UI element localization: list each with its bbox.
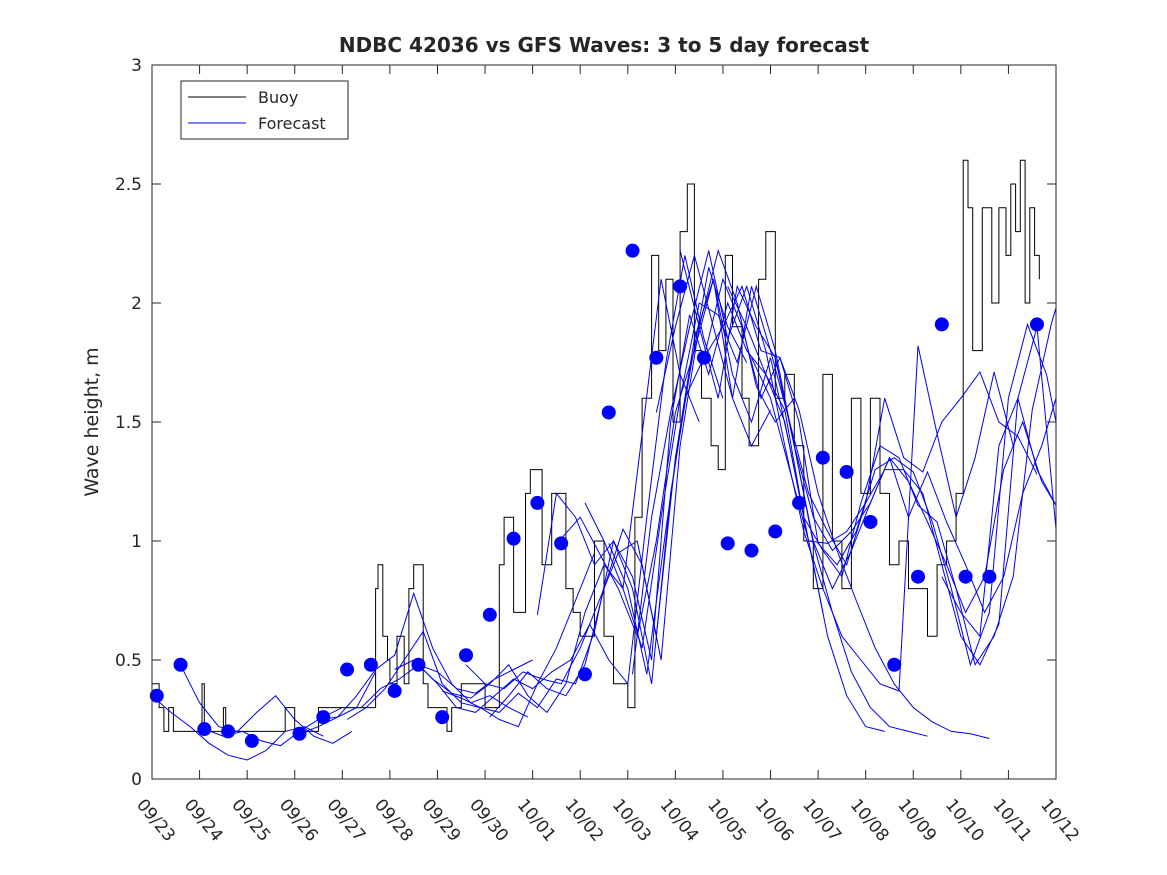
forecast-marker — [530, 495, 545, 510]
forecast-marker — [744, 543, 759, 558]
y-tick-label: 2.5 — [115, 175, 142, 195]
forecast-marker — [411, 657, 426, 672]
forecast-marker — [363, 657, 378, 672]
forecast-marker — [934, 317, 949, 332]
forecast-series-line-17 — [655, 253, 1038, 567]
y-tick-label: 0.5 — [115, 651, 142, 671]
markers-group — [149, 243, 1044, 748]
buoy-series-line — [152, 159, 1040, 732]
forecast-marker — [720, 536, 735, 551]
forecast-series-line-15 — [608, 277, 990, 739]
forecast-marker — [887, 657, 902, 672]
forecast-marker — [506, 531, 521, 546]
legend-buoy-label: Buoy — [258, 88, 298, 107]
forecast-marker — [815, 450, 830, 465]
forecast-marker — [221, 724, 236, 739]
forecast-marker — [792, 495, 807, 510]
forecast-series-line-9 — [442, 267, 748, 713]
forecast-marker — [982, 569, 997, 584]
y-tick-label: 1.5 — [115, 413, 142, 433]
y-tick-label: 1 — [131, 532, 142, 552]
forecast-marker — [863, 514, 878, 529]
forecast-marker — [554, 536, 569, 551]
forecast-series-line-14 — [584, 284, 928, 737]
forecast-marker — [482, 607, 497, 622]
forecast-series-line-7 — [394, 279, 700, 714]
series-group — [151, 159, 1057, 761]
forecast-series-line-22 — [774, 357, 1057, 614]
legend: Buoy Forecast — [180, 80, 349, 140]
forecast-marker — [244, 733, 259, 748]
forecast-marker — [625, 243, 640, 258]
forecast-marker — [387, 683, 402, 698]
legend-box — [180, 80, 349, 140]
forecast-marker — [958, 569, 973, 584]
forecast-marker — [197, 722, 212, 737]
forecast-series-line-20 — [727, 286, 1057, 667]
chart-title: NDBC 42036 vs GFS Waves: 3 to 5 day fore… — [339, 33, 870, 57]
forecast-marker — [340, 662, 355, 677]
forecast-series-line-23 — [941, 396, 1057, 638]
forecast-series-line-21 — [751, 326, 1057, 666]
forecast-series-line-4 — [299, 591, 529, 735]
forecast-series-line-5 — [323, 659, 533, 718]
forecast-series-line-16 — [632, 250, 1014, 692]
forecast-marker — [768, 524, 783, 539]
forecast-marker — [1029, 317, 1044, 332]
legend-forecast-label: Forecast — [258, 114, 326, 133]
y-tick-label: 2 — [131, 294, 142, 314]
forecast-marker — [649, 350, 664, 365]
forecast-marker — [839, 464, 854, 479]
forecast-marker — [577, 667, 592, 682]
forecast-marker — [673, 279, 688, 294]
forecast-marker — [911, 569, 926, 584]
forecast-marker — [173, 657, 188, 672]
forecast-marker — [149, 688, 164, 703]
y-axis-label: Wave height, m — [81, 347, 103, 496]
forecast-series-line-6 — [346, 552, 595, 728]
forecast-marker — [696, 350, 711, 365]
plot-area — [152, 65, 1056, 779]
forecast-marker — [459, 648, 474, 663]
forecast-marker — [435, 710, 450, 725]
forecast-series-line-2 — [180, 664, 353, 744]
forecast-series-line-19 — [703, 284, 1057, 667]
y-tick-label: 3 — [131, 56, 142, 76]
axes-box — [151, 64, 1057, 780]
forecast-series-line-8 — [418, 255, 724, 713]
y-tick-label: 0 — [131, 770, 142, 790]
forecast-marker — [601, 405, 616, 420]
forecast-marker — [292, 726, 307, 741]
forecast-marker — [316, 710, 331, 725]
